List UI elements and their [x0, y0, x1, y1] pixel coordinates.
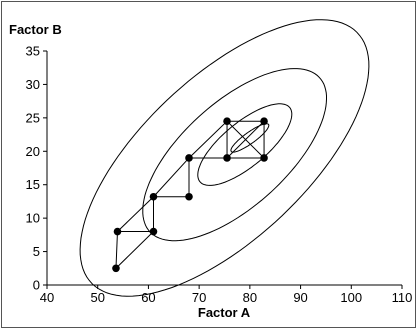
x-axis-title: Factor A [198, 305, 251, 320]
contour-line-1 [230, 123, 270, 153]
data-point-4 [149, 192, 158, 201]
y-tick-label: 0 [33, 278, 40, 293]
axes [46, 51, 402, 286]
data-points [112, 117, 268, 273]
path-segment-16 [226, 120, 265, 159]
x-tick-label: 40 [40, 290, 54, 305]
contour-line-4 [79, 19, 370, 297]
data-point-7 [223, 154, 231, 162]
y-tick-label: 30 [26, 77, 40, 92]
data-point-2 [113, 227, 122, 236]
x-tick-label: 110 [392, 290, 413, 305]
x-tick-label: 50 [90, 290, 104, 305]
y-tick-label: 35 [26, 44, 40, 59]
path-segments [115, 120, 265, 269]
data-point-5 [185, 192, 193, 201]
path-segment-5 [117, 196, 154, 232]
contour-line-2 [197, 103, 293, 186]
data-point-9 [260, 117, 268, 125]
x-tick-label: 60 [141, 290, 155, 305]
y-axis-title: Factor B [9, 22, 62, 37]
path-segment-11 [188, 120, 228, 159]
data-point-3 [149, 227, 158, 236]
data-point-1 [112, 264, 120, 273]
y-tick-label: 20 [26, 144, 40, 159]
x-tick-label: 90 [293, 290, 307, 305]
y-tick-label: 25 [26, 110, 40, 125]
path-segment-8 [153, 157, 190, 198]
x-tick-label: 100 [340, 290, 362, 305]
contour-line-3 [142, 68, 327, 242]
y-tick-label: 10 [26, 211, 40, 226]
x-tick-label: 80 [243, 290, 257, 305]
contour-lines [79, 19, 370, 297]
y-tick-label: 15 [26, 177, 40, 192]
data-point-6 [185, 154, 193, 162]
y-tick-label: 5 [33, 244, 40, 259]
x-tick-label: 70 [192, 290, 206, 305]
path-segment-4 [115, 231, 154, 269]
path-segment-1 [115, 231, 118, 269]
data-point-10 [260, 154, 268, 162]
data-point-8 [223, 117, 231, 125]
tick-marks: 0 5 10 15 20 25 30 35 40 50 60 70 80 90 100 110 [26, 44, 413, 306]
